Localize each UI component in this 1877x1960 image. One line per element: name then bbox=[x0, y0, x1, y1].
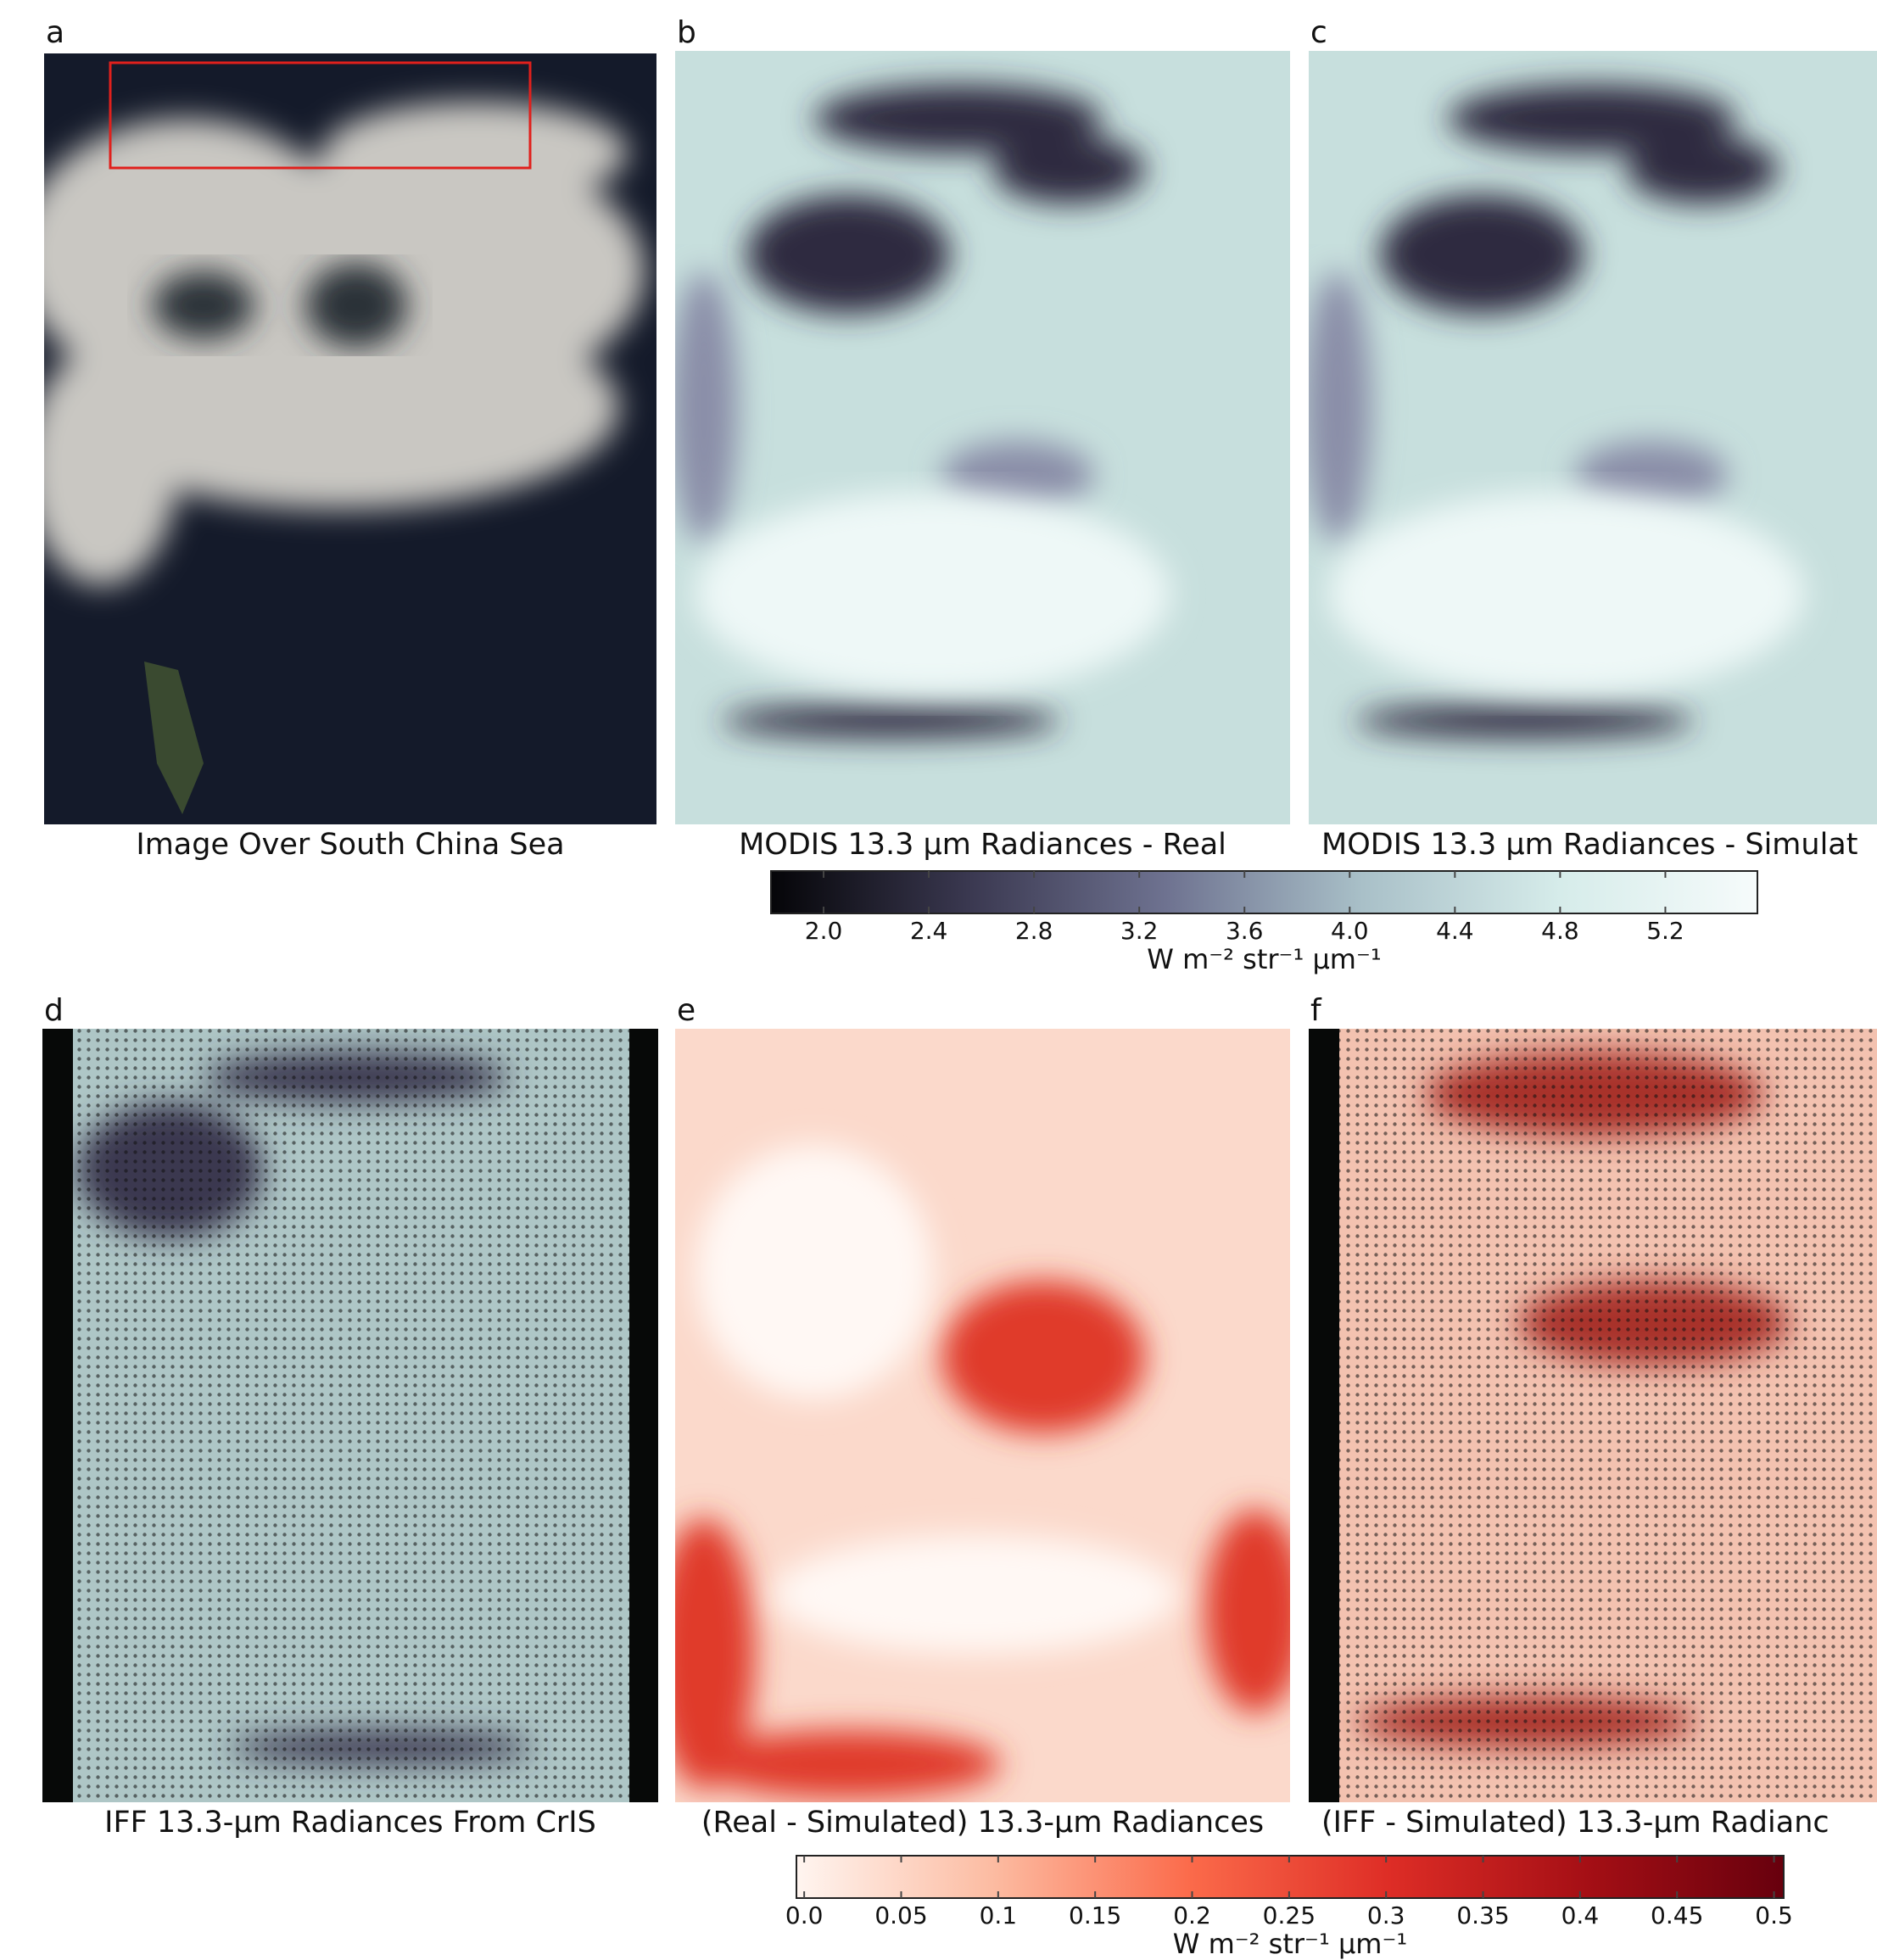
panel-label: c bbox=[1310, 15, 1327, 50]
tick-label: 3.6 bbox=[1226, 917, 1264, 945]
panel-label: e bbox=[677, 993, 695, 1028]
tick-label: 2.0 bbox=[805, 917, 843, 945]
tick-label: 2.8 bbox=[1015, 917, 1053, 945]
tick-label: 3.2 bbox=[1120, 917, 1159, 945]
panel-caption: Image Over South China Sea bbox=[136, 828, 564, 862]
tick-label: 0.4 bbox=[1561, 1901, 1600, 1929]
colorbar-unit: W m⁻² str⁻¹ μm⁻¹ bbox=[1173, 1928, 1407, 1960]
panel-image bbox=[653, 1029, 1306, 1802]
tick-label: 4.8 bbox=[1541, 917, 1579, 945]
tick-label: 0.1 bbox=[980, 1901, 1018, 1929]
tick-label: 2.4 bbox=[910, 917, 948, 945]
tick-label: 0.3 bbox=[1367, 1901, 1405, 1929]
panel-image bbox=[1309, 1029, 1877, 1802]
figure: a Image Over South China Sea b MODIS 13.3 μ… bbox=[0, 0, 1877, 1960]
tick-label: 0.2 bbox=[1173, 1901, 1211, 1929]
tick-label: 0.35 bbox=[1456, 1901, 1509, 1929]
tick-label: 0.15 bbox=[1069, 1901, 1121, 1929]
panel-caption: MODIS 13.3 μm Radiances - Simulat bbox=[1321, 828, 1857, 862]
panel-label: f bbox=[1310, 993, 1322, 1028]
panel-label: b bbox=[677, 15, 696, 50]
colorbar bbox=[796, 1856, 1784, 1898]
tick-label: 4.0 bbox=[1331, 917, 1369, 945]
tick-label: 0.5 bbox=[1755, 1901, 1793, 1929]
colorbar-unit: W m⁻² str⁻¹ μm⁻¹ bbox=[1147, 943, 1381, 975]
panel-image bbox=[670, 51, 1290, 824]
tick-label: 0.45 bbox=[1651, 1901, 1703, 1929]
tick-label: 4.4 bbox=[1436, 917, 1474, 945]
colorbar bbox=[771, 871, 1757, 913]
tick-label: 5.2 bbox=[1646, 917, 1684, 945]
panel-image bbox=[1304, 51, 1877, 824]
panel-caption: MODIS 13.3 μm Radiances - Real bbox=[739, 828, 1226, 862]
panel-image bbox=[17, 53, 656, 824]
panel-image bbox=[42, 1029, 658, 1802]
panel-caption: (Real - Simulated) 13.3-μm Radiances bbox=[701, 1806, 1264, 1840]
panel-label: d bbox=[44, 993, 64, 1028]
panel-caption: IFF 13.3-μm Radiances From CrIS bbox=[104, 1806, 596, 1840]
panel-caption: (IFF - Simulated) 13.3-μm Radianc bbox=[1321, 1806, 1830, 1840]
tick-label: 0.25 bbox=[1263, 1901, 1316, 1929]
panel-label: a bbox=[46, 15, 64, 50]
tick-label: 0.05 bbox=[874, 1901, 927, 1929]
tick-label: 0.0 bbox=[785, 1901, 824, 1929]
